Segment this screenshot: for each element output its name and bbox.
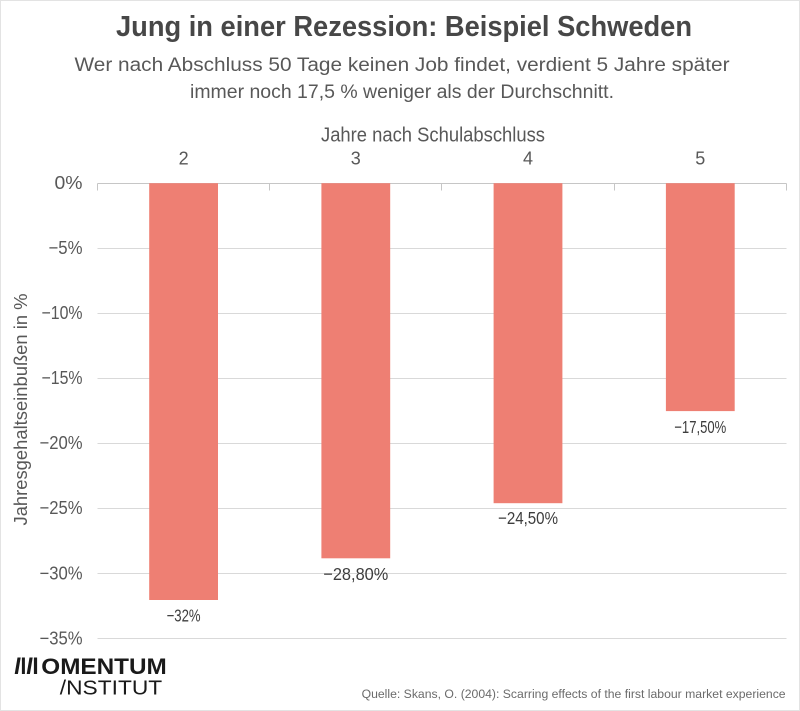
svg-text:4: 4 — [523, 149, 533, 169]
svg-text:0%: 0% — [55, 172, 83, 193]
svg-text:5: 5 — [695, 149, 705, 169]
svg-text:−5%: −5% — [49, 237, 83, 258]
svg-text:/NSTITUT: /NSTITUT — [60, 677, 162, 699]
svg-text:Quelle: Skans, O. (2004): Scar: Quelle: Skans, O. (2004): Scarring effec… — [362, 687, 786, 701]
svg-text:−28,80%: −28,80% — [323, 564, 388, 584]
svg-text:−20%: −20% — [40, 432, 83, 453]
svg-text:−24,50%: −24,50% — [498, 508, 558, 528]
svg-text:−10%: −10% — [42, 302, 83, 323]
svg-text:−32%: −32% — [167, 606, 201, 626]
svg-text:2: 2 — [179, 149, 189, 169]
svg-text:Jung in einer Rezession: Beisp: Jung in einer Rezession: Beispiel Schwed… — [116, 10, 692, 42]
svg-text:−30%: −30% — [40, 562, 83, 583]
svg-text:Jahre nach Schulabschluss: Jahre nach Schulabschluss — [321, 124, 545, 147]
svg-text:OMENTUM: OMENTUM — [41, 654, 167, 679]
svg-text:−17,50%: −17,50% — [674, 417, 726, 437]
svg-text:Jahresgehaltseinbußen in %: Jahresgehaltseinbußen in % — [10, 294, 31, 526]
svg-text:−35%: −35% — [40, 627, 83, 648]
svg-text:Wer nach Abschluss 50 Tage kei: Wer nach Abschluss 50 Tage keinen Job fi… — [75, 54, 731, 76]
svg-text:3: 3 — [351, 149, 361, 169]
svg-text:−15%: −15% — [42, 367, 83, 388]
svg-text:−25%: −25% — [40, 497, 83, 518]
svg-text:immer noch 17,5 % weniger als: immer noch 17,5 % weniger als der Durchs… — [190, 81, 614, 103]
